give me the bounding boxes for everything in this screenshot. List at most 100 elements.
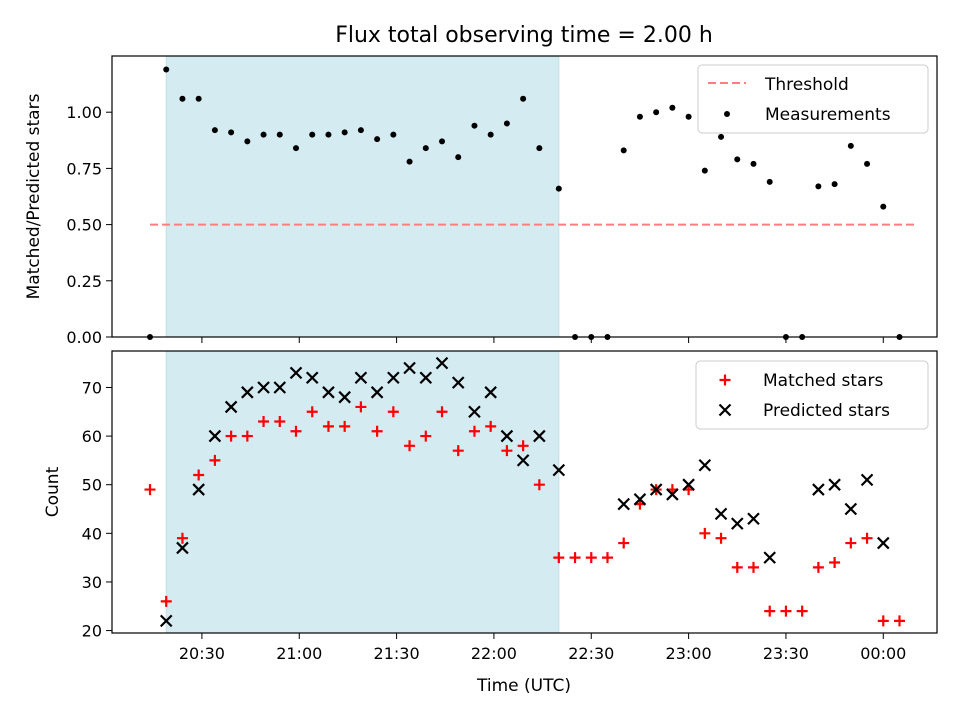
measurement-point xyxy=(163,66,170,73)
predicted-stars-point xyxy=(698,458,712,472)
measurement-point xyxy=(244,138,251,145)
figure-title: Flux total observing time = 2.00 h xyxy=(335,23,713,48)
measurement-point xyxy=(636,113,643,120)
y-tick-label: 0.50 xyxy=(66,216,102,235)
predicted-stars-point xyxy=(484,386,497,399)
measurement-point xyxy=(880,203,887,210)
legend-matched-label: Matched stars xyxy=(763,371,883,391)
predicted-stars-point xyxy=(208,429,222,443)
predicted-stars-point xyxy=(649,483,663,496)
predicted-stars-point xyxy=(387,371,400,385)
measurement-point xyxy=(195,95,202,102)
matched-stars-point xyxy=(533,479,545,491)
measurement-point xyxy=(293,145,300,152)
matched-stars-point xyxy=(209,454,221,466)
matched-stars-point xyxy=(193,469,205,481)
legend-predicted-label: Predicted stars xyxy=(763,401,890,421)
predicted-stars-point xyxy=(435,356,449,370)
matched-stars-point xyxy=(699,527,711,539)
matched-stars-point xyxy=(553,552,565,564)
measurement-point xyxy=(520,95,527,102)
matched-stars-point xyxy=(585,552,597,564)
predicted-stars-point xyxy=(159,614,173,628)
matched-stars-point xyxy=(468,425,480,437)
measurement-point xyxy=(179,95,186,102)
y-tick-label: 0.00 xyxy=(66,328,102,347)
matched-stars-point xyxy=(731,561,743,573)
matched-stars-point xyxy=(780,605,792,617)
matched-stars-point xyxy=(618,537,630,549)
y-tick-label: 1.00 xyxy=(66,103,102,122)
matched-stars-point xyxy=(452,445,464,457)
predicted-stars-point xyxy=(403,361,416,375)
legend-threshold-label: Threshold xyxy=(764,75,849,95)
predicted-stars-point xyxy=(552,463,566,477)
predicted-stars-point xyxy=(730,517,744,530)
matched-stars-point xyxy=(812,561,824,573)
y-tick-label: 40 xyxy=(82,524,102,543)
y-tick-label: 0.25 xyxy=(66,272,102,291)
matched-stars-point xyxy=(601,552,613,564)
y-tick-label: 50 xyxy=(82,476,102,495)
measurement-point xyxy=(211,127,218,134)
matched-stars-point xyxy=(894,615,905,627)
measurement-point xyxy=(864,160,871,167)
measurement-point xyxy=(422,145,429,152)
measurement-point xyxy=(766,178,773,185)
matched-stars-point xyxy=(861,532,873,544)
matched-stars-point xyxy=(845,537,857,549)
predicted-stars-point xyxy=(354,371,368,385)
measurement-point xyxy=(620,147,627,154)
predicted-stars-point xyxy=(860,473,874,487)
measurement-point xyxy=(390,131,397,138)
legend: Threshold Measurements xyxy=(697,64,929,134)
predicted-stars-point xyxy=(666,488,679,501)
x-tick-label: 21:30 xyxy=(374,644,420,663)
measurement-point xyxy=(487,131,494,138)
observing-window-span xyxy=(165,55,560,338)
x-tick-label: 23:00 xyxy=(666,644,712,663)
matched-stars-point xyxy=(225,430,237,442)
matched-stars-point xyxy=(877,615,889,627)
predicted-stars-point xyxy=(763,551,776,564)
x-tick-label: 00:00 xyxy=(860,644,906,663)
measurement-point xyxy=(260,131,267,138)
matched-stars-point xyxy=(371,425,383,437)
legend-measurements-swatch xyxy=(724,111,730,117)
predicted-stars-point xyxy=(451,376,465,389)
predicted-stars-point xyxy=(876,536,890,550)
measurement-point xyxy=(439,138,446,145)
matched-stars-point xyxy=(747,561,759,573)
predicted-stars-point xyxy=(338,390,351,404)
predicted-stars-point xyxy=(533,429,546,443)
measurement-point xyxy=(374,136,381,143)
observing-window-span xyxy=(165,350,560,634)
y-tick-label: 20 xyxy=(82,622,102,641)
x-tick-label: 23:30 xyxy=(763,644,809,663)
matched-stars-point xyxy=(160,595,172,607)
measurement-point xyxy=(685,113,692,120)
predicted-stars-point xyxy=(682,478,695,491)
x-tick-label: 20:30 xyxy=(179,644,225,663)
predicted-stars-point xyxy=(322,386,335,399)
matched-stars-point xyxy=(387,406,399,418)
legend-box xyxy=(695,360,929,430)
legend-predicted-swatch xyxy=(718,403,732,417)
predicted-stars-point xyxy=(468,405,481,419)
matched-stars-point xyxy=(176,532,188,544)
y-tick-label: 70 xyxy=(82,378,102,397)
panel-frame xyxy=(111,350,938,634)
matched-stars-point xyxy=(322,420,334,432)
matched-stars-point xyxy=(306,406,318,418)
matched-stars-point xyxy=(517,440,529,452)
measurement-point xyxy=(831,181,838,188)
measurement-point xyxy=(750,160,757,167)
measurement-point xyxy=(357,127,364,134)
matched-stars-point xyxy=(290,425,302,437)
matched-stars-point xyxy=(241,430,253,442)
y-axis-label: Matched/Predicted stars xyxy=(24,93,44,299)
matched-stars-point xyxy=(420,430,432,442)
predicted-stars-point xyxy=(257,381,270,394)
count-panel: 20 30 40 50 60 70 20:30 21:00 21:30 22:00 22:30 23:… xyxy=(43,350,938,663)
matched-stars-point xyxy=(715,532,727,544)
